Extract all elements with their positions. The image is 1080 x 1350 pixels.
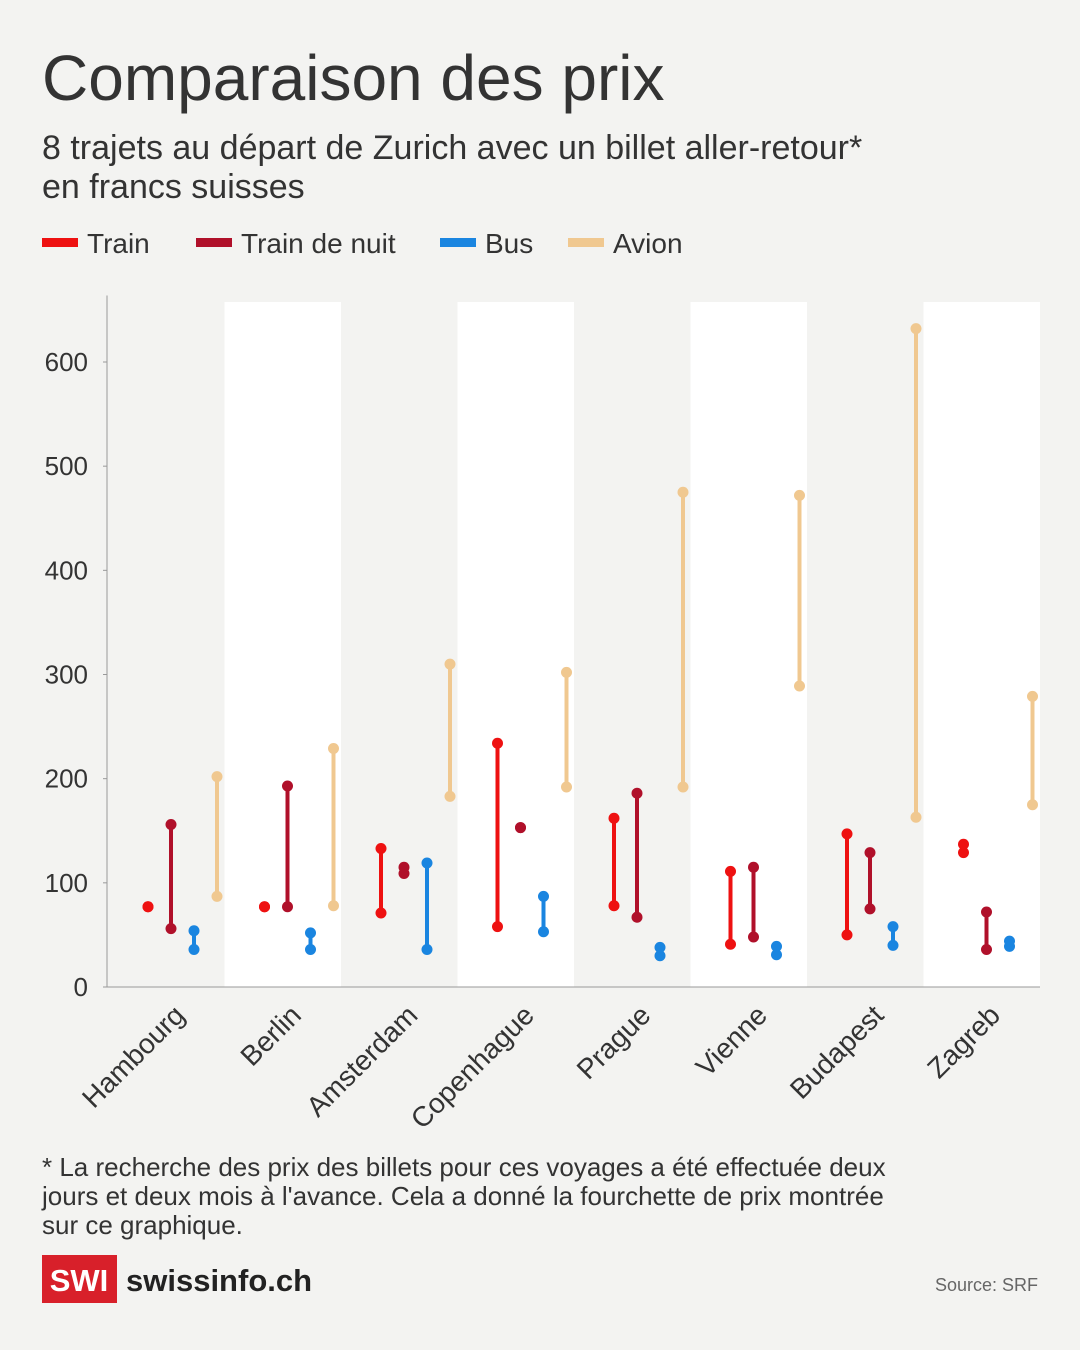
high-dot — [631, 787, 643, 799]
low-dot — [165, 923, 177, 935]
low-dot — [771, 949, 782, 961]
footnote: * La recherche des prix des billets pour… — [42, 1152, 886, 1182]
high-dot — [211, 771, 223, 783]
high-dot — [677, 486, 689, 498]
low-dot — [910, 811, 922, 823]
high-dot — [282, 780, 293, 792]
x-tick-label: Copenhague — [405, 999, 540, 1134]
y-tick-label: 400 — [45, 555, 88, 585]
logo: SWI — [50, 1263, 109, 1298]
low-dot — [631, 911, 643, 923]
high-dot — [188, 925, 200, 937]
low-dot — [561, 781, 572, 793]
brand: swissinfo.ch — [126, 1263, 312, 1298]
high-dot — [398, 861, 410, 873]
high-dot — [165, 819, 177, 830]
high-dot — [841, 828, 853, 840]
high-dot — [328, 742, 339, 754]
low-dot — [725, 938, 736, 950]
low-dot — [188, 944, 200, 955]
high-dot — [1027, 690, 1038, 702]
high-dot — [794, 489, 805, 501]
high-dot — [1004, 935, 1015, 947]
high-dot — [305, 927, 316, 939]
band — [923, 302, 1040, 987]
footnote: sur ce graphique. — [42, 1210, 243, 1240]
high-dot — [515, 822, 526, 834]
low-dot — [887, 939, 899, 951]
y-tick-label: 0 — [74, 972, 88, 1002]
low-dot — [958, 847, 969, 859]
footnote: jours et deux mois à l'avance. Cela a do… — [41, 1181, 884, 1211]
low-dot — [841, 929, 853, 941]
high-dot — [444, 658, 456, 670]
low-dot — [492, 921, 503, 933]
legend-swatch — [42, 238, 78, 247]
x-tick-label: Vienne — [690, 999, 773, 1082]
high-dot — [492, 737, 503, 749]
low-dot — [421, 944, 433, 955]
high-dot — [538, 890, 549, 902]
high-dot — [771, 940, 782, 952]
low-dot — [794, 680, 805, 692]
high-dot — [142, 901, 154, 913]
source: Source: SRF — [935, 1275, 1038, 1295]
low-dot — [748, 931, 759, 943]
y-tick-label: 600 — [45, 347, 88, 377]
x-tick-label: Berlin — [234, 999, 307, 1072]
x-tick-label: Amsterdam — [300, 999, 423, 1122]
low-dot — [305, 944, 316, 955]
low-dot — [864, 903, 876, 915]
y-tick-label: 200 — [45, 764, 88, 794]
low-dot — [981, 944, 992, 955]
legend-label: Bus — [485, 228, 533, 259]
x-tick-label: Hambourg — [76, 999, 190, 1113]
high-dot — [654, 941, 666, 953]
legend-label: Avion — [613, 228, 683, 259]
low-dot — [608, 900, 620, 912]
legend-swatch — [568, 238, 604, 247]
high-dot — [421, 857, 433, 869]
high-dot — [375, 842, 387, 854]
y-tick-label: 100 — [45, 868, 88, 898]
legend-label: Train de nuit — [241, 228, 396, 259]
low-dot — [654, 950, 666, 962]
legend-swatch — [196, 238, 232, 247]
y-tick-label: 300 — [45, 660, 88, 690]
low-dot — [282, 901, 293, 913]
subtitle: 8 trajets au départ de Zurich avec un bi… — [42, 129, 862, 167]
low-dot — [444, 790, 456, 802]
subtitle: en francs suisses — [42, 168, 305, 206]
logo-box — [42, 1255, 117, 1303]
x-tick-label: Budapest — [784, 999, 890, 1105]
x-tick-label: Prague — [571, 999, 657, 1085]
high-dot — [748, 861, 759, 873]
high-dot — [981, 906, 992, 918]
low-dot — [375, 907, 387, 919]
legend-swatch — [440, 238, 476, 247]
high-dot — [259, 901, 270, 913]
high-dot — [725, 865, 736, 877]
low-dot — [677, 781, 689, 793]
low-dot — [328, 900, 339, 912]
band — [457, 302, 574, 987]
high-dot — [864, 847, 876, 859]
band — [224, 302, 341, 987]
high-dot — [608, 812, 620, 824]
high-dot — [958, 838, 969, 850]
low-dot — [1027, 799, 1038, 811]
chart-title: Comparaison des prix — [42, 42, 665, 114]
low-dot — [211, 890, 223, 902]
high-dot — [910, 323, 922, 335]
high-dot — [561, 666, 572, 678]
x-tick-label: Zagreb — [921, 999, 1006, 1084]
low-dot — [538, 926, 549, 938]
y-tick-label: 500 — [45, 451, 88, 481]
legend-label: Train — [87, 228, 150, 259]
high-dot — [887, 921, 899, 933]
band — [690, 302, 807, 987]
